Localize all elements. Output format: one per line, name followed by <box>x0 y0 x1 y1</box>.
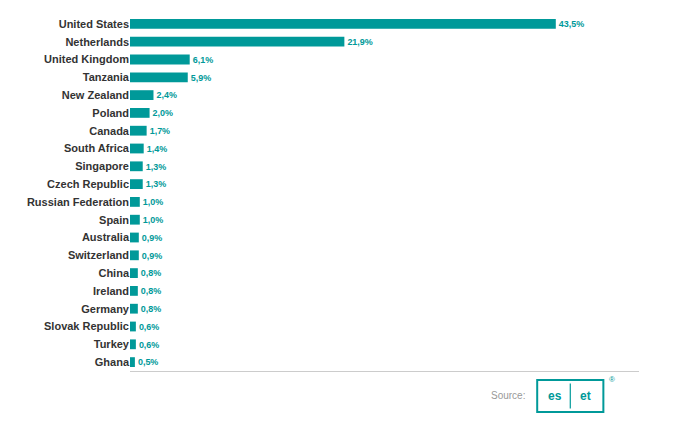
svg-text:China: China <box>98 267 129 279</box>
svg-text:0,9%: 0,9% <box>142 233 162 243</box>
svg-text:0,5%: 0,5% <box>138 357 158 367</box>
svg-text:et: et <box>580 389 591 403</box>
svg-text:Turkey: Turkey <box>94 338 130 350</box>
svg-text:Switzerland: Switzerland <box>68 249 129 261</box>
svg-text:Slovak Republic: Slovak Republic <box>44 320 129 332</box>
svg-text:Poland: Poland <box>92 107 129 119</box>
svg-text:Canada: Canada <box>89 125 130 137</box>
svg-text:2,0%: 2,0% <box>153 108 173 118</box>
svg-text:Source:: Source: <box>491 390 525 401</box>
svg-text:0,8%: 0,8% <box>141 304 161 314</box>
svg-text:Netherlands: Netherlands <box>65 36 129 48</box>
svg-text:United States: United States <box>59 18 129 30</box>
svg-text:Czech Republic: Czech Republic <box>47 178 129 190</box>
svg-text:0,8%: 0,8% <box>141 268 161 278</box>
svg-text:43,5%: 43,5% <box>559 19 584 29</box>
svg-text:1,3%: 1,3% <box>146 179 166 189</box>
svg-text:1,7%: 1,7% <box>150 126 170 136</box>
svg-text:Russian Federation: Russian Federation <box>27 196 129 208</box>
svg-text:1,4%: 1,4% <box>147 144 167 154</box>
svg-text:Spain: Spain <box>99 214 129 226</box>
svg-text:United Kingdom: United Kingdom <box>44 53 129 65</box>
svg-text:®: ® <box>609 375 615 384</box>
svg-text:es: es <box>548 389 562 403</box>
svg-text:0,6%: 0,6% <box>139 322 159 332</box>
svg-text:2,4%: 2,4% <box>156 90 176 100</box>
svg-text:South Africa: South Africa <box>64 142 130 154</box>
svg-text:21,9%: 21,9% <box>347 37 372 47</box>
svg-text:Ireland: Ireland <box>93 285 129 297</box>
svg-text:0,9%: 0,9% <box>142 251 162 261</box>
svg-text:1,0%: 1,0% <box>143 215 163 225</box>
svg-text:1,3%: 1,3% <box>146 162 166 172</box>
svg-text:Germany: Germany <box>81 303 130 315</box>
svg-text:5,9%: 5,9% <box>191 73 211 83</box>
svg-text:Australia: Australia <box>82 231 130 243</box>
svg-text:0,8%: 0,8% <box>141 286 161 296</box>
svg-text:1,0%: 1,0% <box>143 197 163 207</box>
svg-text:6,1%: 6,1% <box>193 55 213 65</box>
svg-text:New Zealand: New Zealand <box>62 89 129 101</box>
svg-text:0,6%: 0,6% <box>139 340 159 350</box>
svg-text:Singapore: Singapore <box>75 160 129 172</box>
svg-text:Tanzania: Tanzania <box>83 71 130 83</box>
svg-text:Ghana: Ghana <box>95 356 130 368</box>
